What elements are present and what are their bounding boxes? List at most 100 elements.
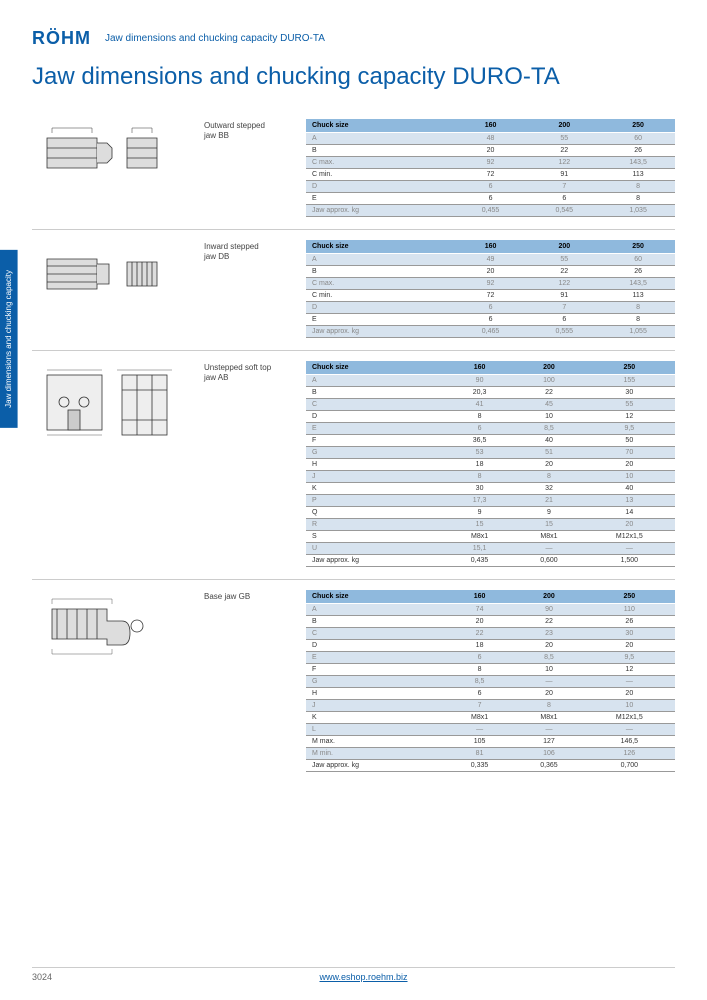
table-row: C max.92122143,5 — [306, 157, 675, 169]
row-value: 6 — [454, 181, 528, 193]
table-header: Chuck size — [306, 240, 454, 254]
row-value: 113 — [601, 290, 675, 302]
row-value: — — [584, 676, 675, 688]
row-value: 20 — [514, 688, 583, 700]
row-value: 20 — [454, 266, 528, 278]
row-value: 20 — [514, 640, 583, 652]
row-value: 55 — [527, 133, 601, 145]
row-value: 20 — [445, 616, 514, 628]
table-row: A485560 — [306, 133, 675, 145]
row-value: M12x1,5 — [584, 531, 675, 543]
row-value: 72 — [454, 290, 528, 302]
table-row: A90100155 — [306, 375, 675, 387]
table-row: U15,1—— — [306, 543, 675, 555]
table-row: Jaw approx. kg0,4350,6001,500 — [306, 555, 675, 567]
row-value: 100 — [514, 375, 583, 387]
table-row: R151520 — [306, 519, 675, 531]
table-header: 200 — [527, 119, 601, 133]
row-value: 30 — [584, 387, 675, 399]
row-value: 36,5 — [445, 435, 514, 447]
spec-section: Base jaw GBChuck size160200250A7490110B2… — [32, 580, 675, 784]
row-value: 105 — [445, 736, 514, 748]
footer: 3024 www.eshop.roehm.biz — [32, 967, 675, 982]
spec-table: Chuck size160200250A90100155B20,32230C41… — [306, 361, 675, 567]
row-value: 20 — [514, 459, 583, 471]
row-value: 41 — [445, 399, 514, 411]
spec-table: Chuck size160200250A495560B202226C max.9… — [306, 240, 675, 338]
row-value: 20 — [454, 145, 528, 157]
row-value: 40 — [514, 435, 583, 447]
table-row: A7490110 — [306, 604, 675, 616]
row-value: 22 — [527, 266, 601, 278]
section-label: Inward stepped jaw DB — [204, 240, 294, 338]
row-value: 146,5 — [584, 736, 675, 748]
row-value: 55 — [527, 254, 601, 266]
row-label: G — [306, 676, 445, 688]
row-label: A — [306, 604, 445, 616]
row-label: G — [306, 447, 445, 459]
table-row: B20,32230 — [306, 387, 675, 399]
table-row: C414555 — [306, 399, 675, 411]
row-value: 10 — [584, 700, 675, 712]
row-label: Jaw approx. kg — [306, 760, 445, 772]
row-value: 0,435 — [445, 555, 514, 567]
row-value: 50 — [584, 435, 675, 447]
row-label: H — [306, 688, 445, 700]
section-label: Unstepped soft top jaw AB — [204, 361, 294, 567]
table-row: D678 — [306, 302, 675, 314]
row-label: H — [306, 459, 445, 471]
row-label: D — [306, 411, 445, 423]
table-header: 200 — [514, 361, 583, 375]
row-value: 8 — [445, 664, 514, 676]
section-label: Outward stepped jaw BB — [204, 119, 294, 217]
header: RÖHM Jaw dimensions and chucking capacit… — [32, 28, 675, 49]
table-row: G535170 — [306, 447, 675, 459]
row-label: B — [306, 616, 445, 628]
row-value: 6 — [454, 193, 528, 205]
row-value: 26 — [584, 616, 675, 628]
row-value: 26 — [601, 145, 675, 157]
row-value: 92 — [454, 278, 528, 290]
row-value: — — [514, 676, 583, 688]
row-label: D — [306, 640, 445, 652]
table-header: 160 — [454, 240, 528, 254]
row-value: 6 — [527, 314, 601, 326]
row-value: 10 — [514, 664, 583, 676]
table-header: 250 — [584, 361, 675, 375]
row-value: 0,555 — [527, 326, 601, 338]
row-value: 40 — [584, 483, 675, 495]
table-row: E668 — [306, 193, 675, 205]
table-header: Chuck size — [306, 590, 445, 604]
table-row: Jaw approx. kg0,4650,5551,055 — [306, 326, 675, 338]
breadcrumb: Jaw dimensions and chucking capacity DUR… — [105, 33, 325, 44]
table-row: C min.7291113 — [306, 169, 675, 181]
row-value: 49 — [454, 254, 528, 266]
row-label: J — [306, 700, 445, 712]
row-value: 21 — [514, 495, 583, 507]
row-value: 81 — [445, 748, 514, 760]
table-row: B202226 — [306, 616, 675, 628]
table-row: L——— — [306, 724, 675, 736]
row-value: 8 — [445, 471, 514, 483]
row-value: 0,455 — [454, 205, 528, 217]
footer-url[interactable]: www.eshop.roehm.biz — [319, 972, 407, 982]
row-value: 90 — [445, 375, 514, 387]
row-value: 1,055 — [601, 326, 675, 338]
row-value: 9,5 — [584, 423, 675, 435]
table-row: H182020 — [306, 459, 675, 471]
row-value: 30 — [584, 628, 675, 640]
row-value: 6 — [445, 652, 514, 664]
row-value: 15 — [514, 519, 583, 531]
diagram — [32, 590, 192, 772]
table-header: 160 — [454, 119, 528, 133]
row-label: Jaw approx. kg — [306, 555, 445, 567]
row-value: — — [514, 724, 583, 736]
row-label: R — [306, 519, 445, 531]
table-header: 250 — [584, 590, 675, 604]
row-value: 8 — [601, 193, 675, 205]
table-row: J8810 — [306, 471, 675, 483]
row-value: 0,545 — [527, 205, 601, 217]
diagram — [32, 361, 192, 567]
row-value: 48 — [454, 133, 528, 145]
row-label: Q — [306, 507, 445, 519]
